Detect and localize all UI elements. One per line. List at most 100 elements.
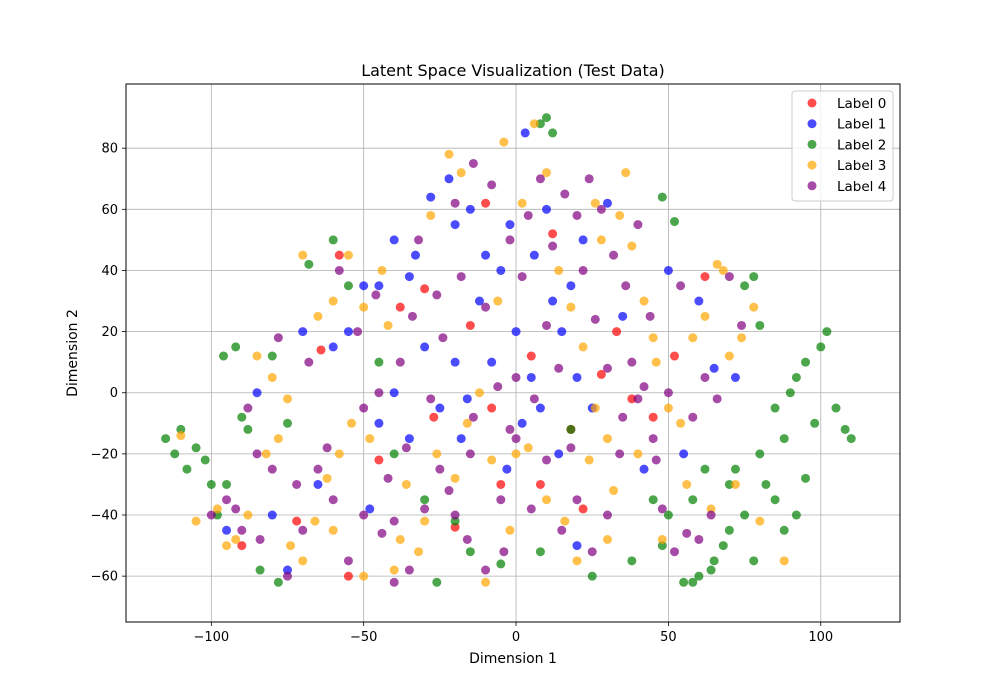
data-point xyxy=(648,434,658,444)
data-point xyxy=(846,434,856,444)
data-point xyxy=(602,534,612,544)
data-point xyxy=(557,525,567,535)
data-point xyxy=(334,250,344,260)
data-point xyxy=(560,516,570,526)
data-point xyxy=(816,342,826,352)
data-point xyxy=(724,351,734,361)
legend-label: Label 2 xyxy=(837,137,886,153)
data-point xyxy=(700,311,710,321)
y-tick-label: 60 xyxy=(101,203,118,218)
data-point xyxy=(694,296,704,306)
data-point xyxy=(517,272,527,282)
data-point xyxy=(554,265,564,275)
data-point xyxy=(481,198,491,208)
data-point xyxy=(627,241,637,251)
data-point xyxy=(560,189,570,199)
data-point xyxy=(505,235,515,245)
data-point xyxy=(587,547,597,557)
data-point xyxy=(621,281,631,291)
x-axis-label: Dimension 1 xyxy=(469,651,557,667)
legend-label: Label 4 xyxy=(837,179,886,195)
y-tick-label: −20 xyxy=(91,447,118,462)
data-point xyxy=(502,464,512,474)
data-point xyxy=(456,168,466,178)
data-point xyxy=(648,412,658,422)
data-point xyxy=(730,372,740,382)
y-axis-label: Dimension 2 xyxy=(65,309,81,397)
data-point xyxy=(407,311,417,321)
data-point xyxy=(383,473,393,483)
data-point xyxy=(535,174,545,184)
data-point xyxy=(298,556,308,566)
data-point xyxy=(474,296,484,306)
data-point xyxy=(694,534,704,544)
data-point xyxy=(542,168,552,178)
data-point xyxy=(328,235,338,245)
y-tick-label: 40 xyxy=(101,264,118,279)
data-point xyxy=(237,541,247,551)
data-point xyxy=(627,357,637,367)
data-point xyxy=(596,369,606,379)
series-label-4 xyxy=(206,158,747,587)
y-tick-label: 20 xyxy=(101,325,118,340)
data-point xyxy=(267,372,277,382)
data-point xyxy=(566,302,576,312)
data-point xyxy=(273,577,283,587)
data-point xyxy=(645,311,655,321)
data-point xyxy=(231,504,241,514)
data-point xyxy=(822,327,832,337)
legend: Label 0 Label 1 Label 2 Label 3 Label 4 xyxy=(791,90,894,202)
legend-marker xyxy=(807,119,817,129)
data-point xyxy=(404,565,414,575)
data-point xyxy=(688,577,698,587)
data-point xyxy=(374,388,384,398)
data-point xyxy=(791,372,801,382)
data-point xyxy=(222,495,232,505)
data-point xyxy=(465,449,475,459)
data-point xyxy=(639,382,649,392)
data-point xyxy=(740,281,750,291)
data-point xyxy=(688,333,698,343)
data-point xyxy=(432,577,442,587)
data-point xyxy=(609,486,619,496)
data-point xyxy=(755,516,765,526)
data-point xyxy=(770,495,780,505)
data-point xyxy=(779,525,789,535)
data-point xyxy=(334,449,344,459)
data-point xyxy=(304,357,314,367)
legend-items: Label 0 Label 1 Label 2 Label 3 Label 4 xyxy=(807,96,886,195)
data-point xyxy=(596,204,606,214)
data-point xyxy=(639,296,649,306)
data-point xyxy=(313,464,323,474)
data-point xyxy=(587,571,597,581)
data-point xyxy=(450,473,460,483)
data-point xyxy=(420,495,430,505)
data-point xyxy=(529,250,539,260)
data-point xyxy=(535,547,545,557)
data-point xyxy=(444,486,454,496)
data-point xyxy=(499,547,509,557)
data-point xyxy=(633,394,643,404)
data-point xyxy=(462,418,472,428)
data-point xyxy=(517,198,527,208)
data-point xyxy=(511,327,521,337)
data-point xyxy=(651,455,661,465)
data-point xyxy=(231,534,241,544)
data-point xyxy=(505,220,515,230)
data-point xyxy=(709,556,719,566)
data-point xyxy=(572,541,582,551)
data-point xyxy=(420,284,430,294)
data-point xyxy=(578,265,588,275)
data-point xyxy=(542,204,552,214)
data-point xyxy=(578,504,588,514)
y-tick-label: 80 xyxy=(101,142,118,157)
data-point xyxy=(578,235,588,245)
data-point xyxy=(627,556,637,566)
data-point xyxy=(529,119,539,129)
data-point xyxy=(389,577,399,587)
data-point xyxy=(584,455,594,465)
data-point xyxy=(602,434,612,444)
data-point xyxy=(374,455,384,465)
series-label-1 xyxy=(222,128,740,575)
data-point xyxy=(465,320,475,330)
